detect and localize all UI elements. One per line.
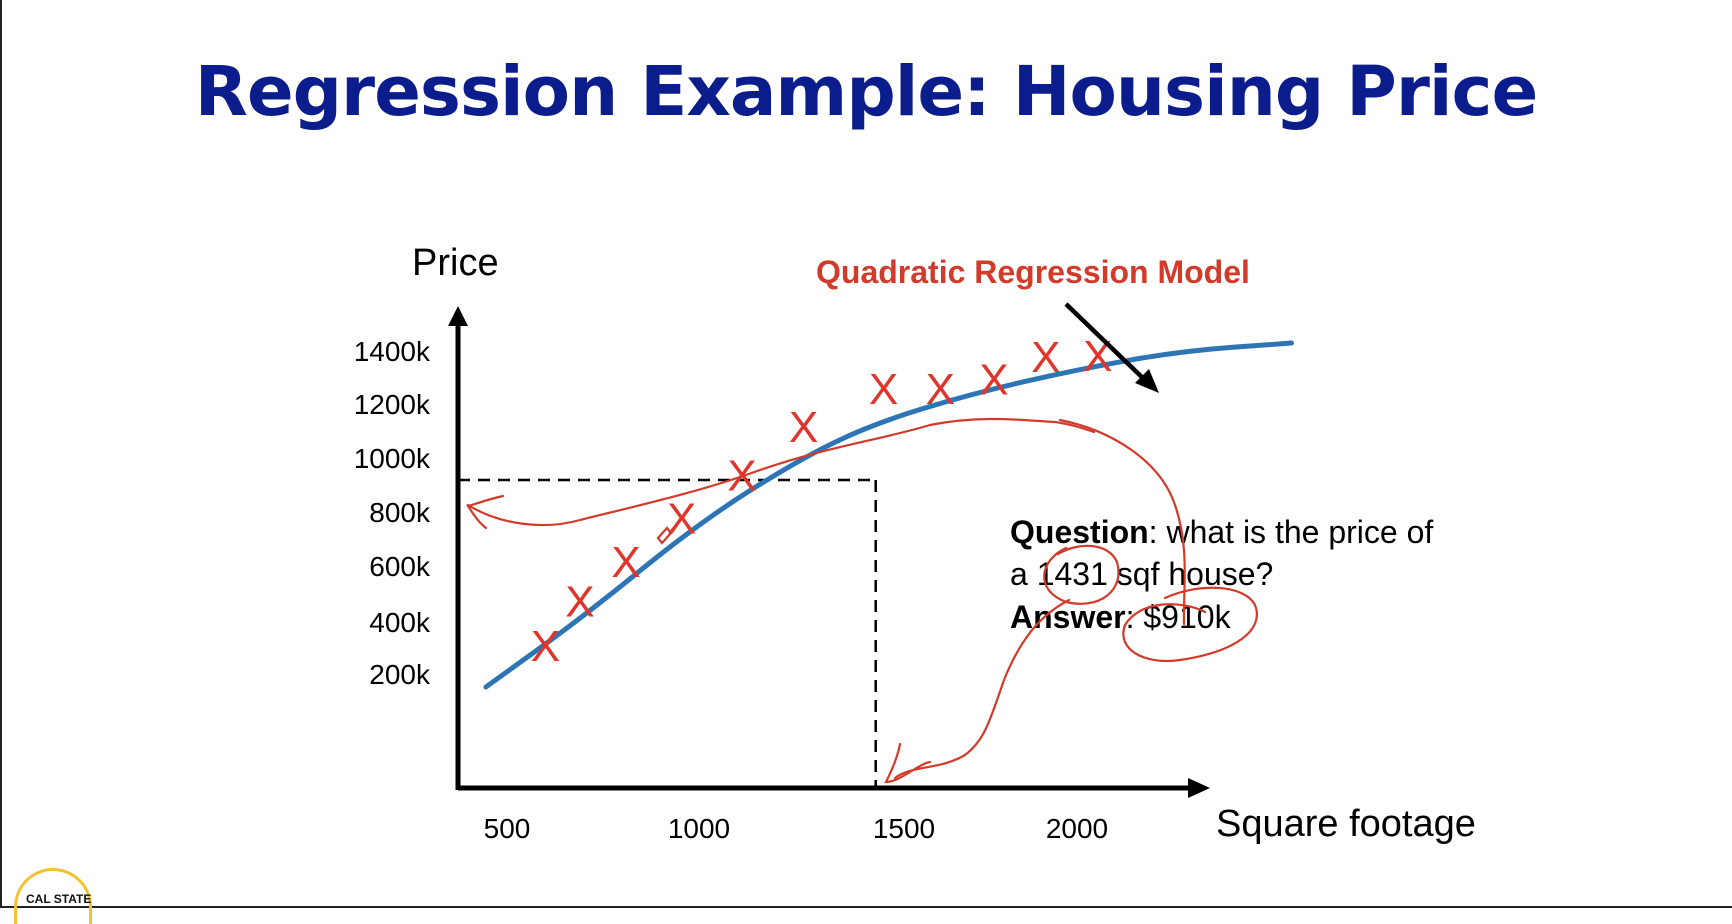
ink-stroke-to-answer [1058,418,1186,626]
ink-arrowhead-bottom [884,742,932,784]
tick-labels: 500 1000 1500 2000 200k 400k 600k 800k 1000k 1200… [354,336,1108,844]
slide-title: Regression Example: Housing Price [194,52,1539,132]
y-tick-label: 400k [369,607,431,638]
guide-lines [458,478,877,788]
data-point-x-mark: X [667,495,696,544]
ink-stroke-top [466,417,1096,527]
model-pointer-arrow [1064,302,1159,393]
y-axis-arrowhead [448,306,468,326]
question-line-2: a 1431 sqf house? [1010,556,1273,592]
x-tick-label: 1500 [873,813,935,844]
y-axis-title: Price [412,242,499,284]
data-point-x-mark: X [869,365,898,414]
ink-circle-answer [1122,586,1258,663]
ink-circle-1431 [1043,544,1120,605]
slide-border-left [0,0,2,908]
question-label: Question [1010,514,1149,550]
fit-curve-layer [483,340,1295,690]
slide-border-bottom [0,906,1732,908]
data-point-x-mark: X [979,356,1008,405]
x-axis-title: Square footage [1216,803,1476,845]
data-point-x-mark: X [1031,333,1060,382]
data-point-x-mark: X [531,622,560,671]
ink-arrowhead-left [465,494,505,530]
data-point-x-mark: X [1083,332,1112,381]
logo-arc [14,868,92,924]
model-label: Quadratic Regression Model [816,254,1250,290]
data-point-x-mark: X [926,365,955,414]
y-tick-label: 600k [369,551,431,582]
handwritten-annotations [465,417,1258,784]
question-text-1: : what is the price of [1149,514,1434,550]
y-tick-label: 1200k [354,389,431,420]
answer-label: Answer [1010,599,1126,635]
ink-small-mark [656,526,673,545]
fit-curve [483,340,1295,690]
x-tick-label: 500 [484,813,531,844]
x-tick-label: 1000 [668,813,730,844]
data-point-x-mark: X [565,577,594,626]
pointer-head [1135,369,1159,393]
y-tick-label: 1000k [354,443,431,474]
pointer-line [1064,302,1150,385]
y-tick-label: 200k [369,659,431,690]
ink-stroke-to-x [893,598,1071,780]
cal-state-logo: CAL STATE [14,868,96,924]
x-axis-arrowhead [1188,778,1210,798]
y-tick-label: 800k [369,497,431,528]
y-tick-label: 1400k [354,336,431,367]
logo-text: CAL STATE [26,892,92,906]
x-tick-label: 2000 [1046,813,1108,844]
axes [448,306,1210,798]
question-line-1: Question: what is the price of [1010,514,1433,550]
data-point-x-mark: X [611,538,640,587]
data-point-x-mark: X [789,403,818,452]
